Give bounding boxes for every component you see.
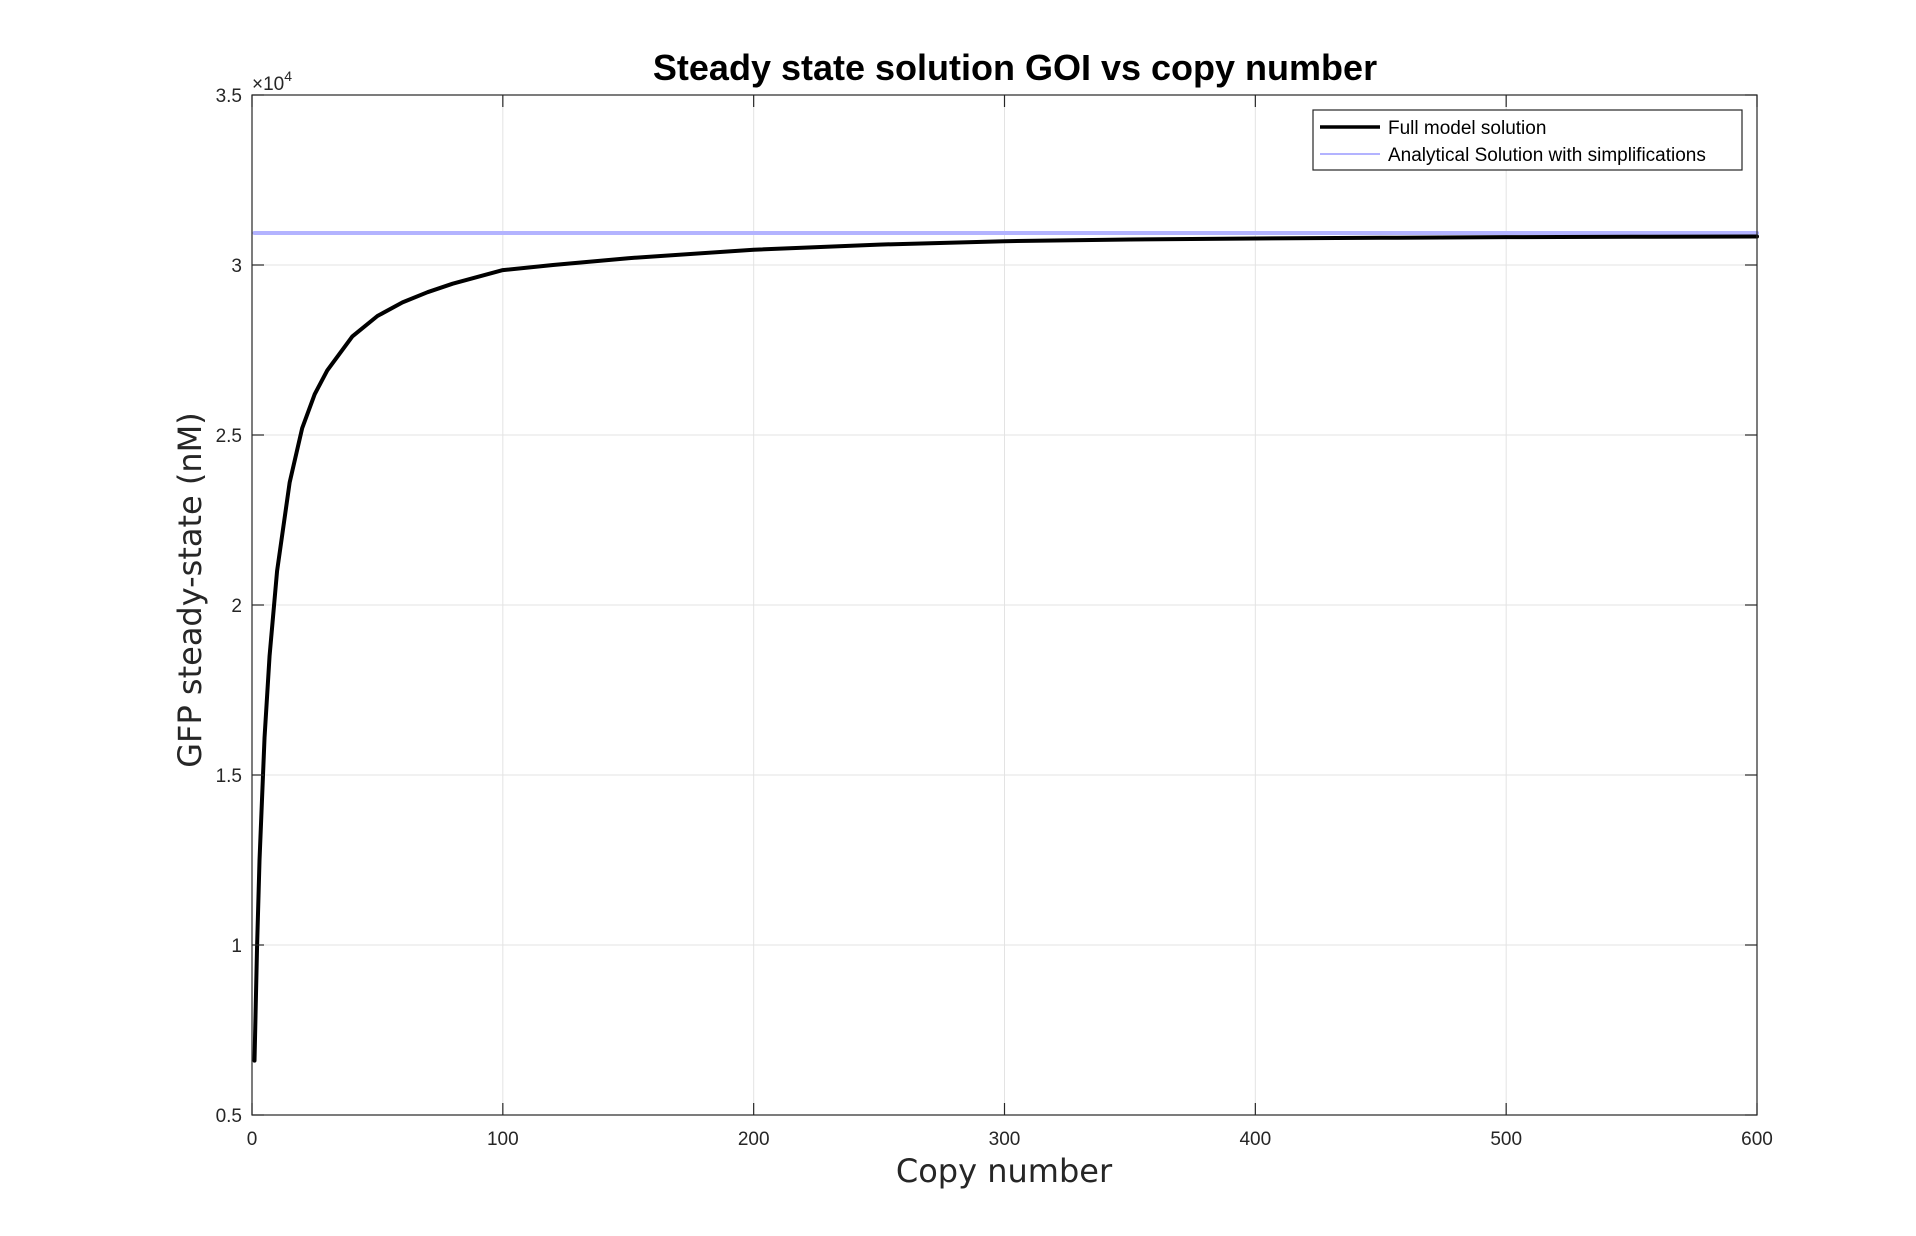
x-tick-label: 600 [1741, 1129, 1773, 1150]
series-line-full-model [252, 234, 1759, 1063]
y-multiplier-exponent: 4 [284, 68, 292, 84]
y-tick-label: 3 [231, 256, 242, 277]
legend-box [1312, 109, 1743, 171]
ticks: 0 100 200 300 400 500 600 0.5 1 1.5 2 2.5 3 3.5 [216, 86, 1773, 1150]
y-tick-label: 2 [231, 596, 242, 617]
x-tick-label: 0 [247, 1129, 258, 1150]
y-multiplier-base: ×10 [252, 74, 284, 95]
legend: Full model solution Analytical Solution … [1312, 109, 1743, 171]
legend-label-analytical: Analytical Solution with simplifications [1388, 145, 1706, 166]
y-multiplier: ×104 [252, 68, 292, 95]
x-tick-label: 200 [738, 1129, 770, 1150]
x-tick-label: 300 [989, 1129, 1021, 1150]
y-tick-label: 1.5 [216, 766, 242, 787]
y-tick-label: 2.5 [216, 426, 242, 447]
x-axis-label: Copy number [896, 1152, 1113, 1190]
chart-title: Steady state solution GOI vs copy number [653, 47, 1377, 88]
y-tick-label: 3.5 [216, 86, 242, 107]
x-tick-label: 400 [1239, 1129, 1271, 1150]
series-layer [252, 231, 1759, 1063]
x-tick-label: 500 [1490, 1129, 1522, 1150]
y-tick-label: 1 [231, 936, 242, 957]
y-tick-label: 0.5 [216, 1106, 242, 1127]
legend-label-full-model: Full model solution [1388, 118, 1546, 139]
y-axis-label: GFP steady-state (nM) [171, 412, 209, 768]
x-tick-label: 100 [487, 1129, 519, 1150]
